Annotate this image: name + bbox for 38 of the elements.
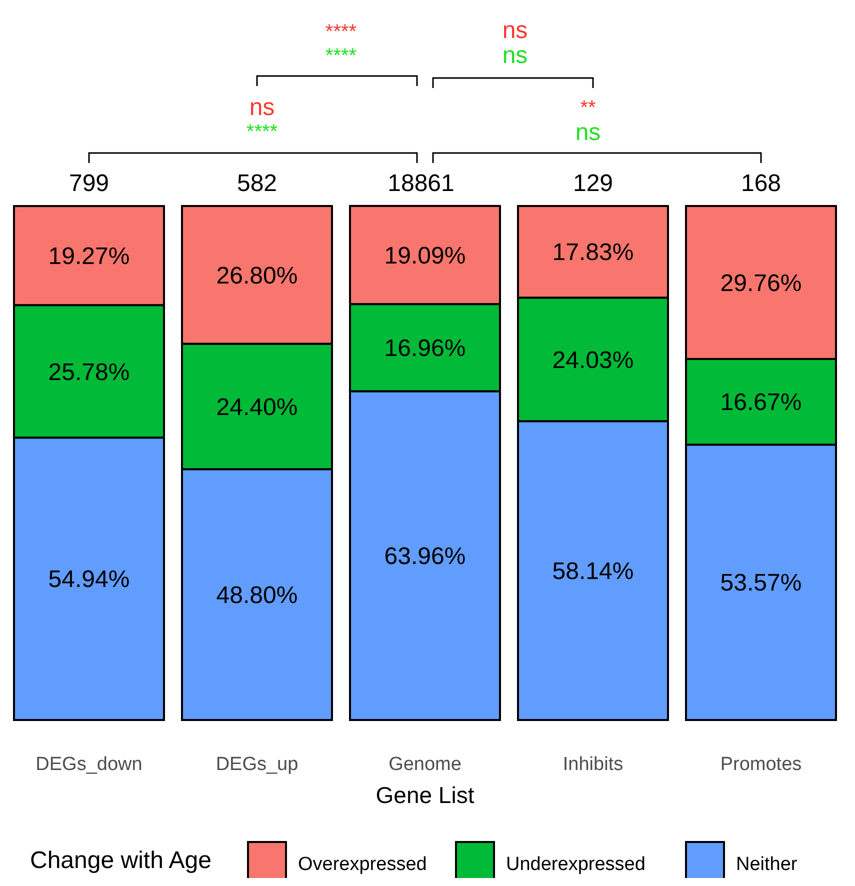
x-tick-label: DEGs_up: [216, 754, 298, 775]
data-label: 29.76%: [720, 270, 802, 297]
annotation: 168: [740, 170, 782, 197]
text: ns: [575, 119, 601, 146]
annotation: 582: [236, 170, 278, 197]
x-tick-label: Inhibits: [562, 754, 624, 775]
data-label: 16.67%: [720, 389, 802, 416]
x-tick-label: Promotes: [720, 754, 802, 775]
text: ns: [502, 42, 528, 69]
data-label: 24.40%: [216, 394, 298, 421]
data-label: 54.94%: [48, 566, 130, 594]
x-tick-label: Genome: [388, 754, 462, 775]
data-label: 24.03%: [552, 346, 634, 374]
data-label: 25.78%: [48, 358, 130, 386]
data-label: 58.14%: [552, 558, 634, 585]
text: ****: [325, 45, 357, 67]
annotation: 18861: [388, 170, 454, 197]
data-label: 63.96%: [384, 543, 466, 570]
data-label: 17.83%: [552, 239, 634, 266]
text: **: [580, 97, 596, 119]
text: ****: [246, 121, 278, 143]
data-label: 26.80%: [216, 262, 298, 290]
legend-title: Change with Age: [30, 847, 212, 874]
data-label: 19.27%: [48, 242, 130, 270]
data-label: 48.80%: [216, 582, 298, 609]
data-label: 53.57%: [720, 570, 802, 597]
text: ns: [502, 17, 528, 44]
data-label: 16.96%: [384, 335, 466, 362]
text: ****: [325, 21, 357, 43]
x-axis-title: Gene List: [376, 782, 475, 808]
annotation: 129: [572, 170, 614, 197]
data-label: 19.09%: [384, 242, 466, 270]
text: ns: [249, 94, 275, 121]
legend-label: Underexpressed: [506, 854, 646, 875]
annotation: 799: [68, 170, 110, 197]
x-tick-label: DEGs_down: [36, 754, 142, 775]
legend-label: Neither: [736, 854, 798, 875]
legend-label: Overexpressed: [298, 854, 427, 875]
